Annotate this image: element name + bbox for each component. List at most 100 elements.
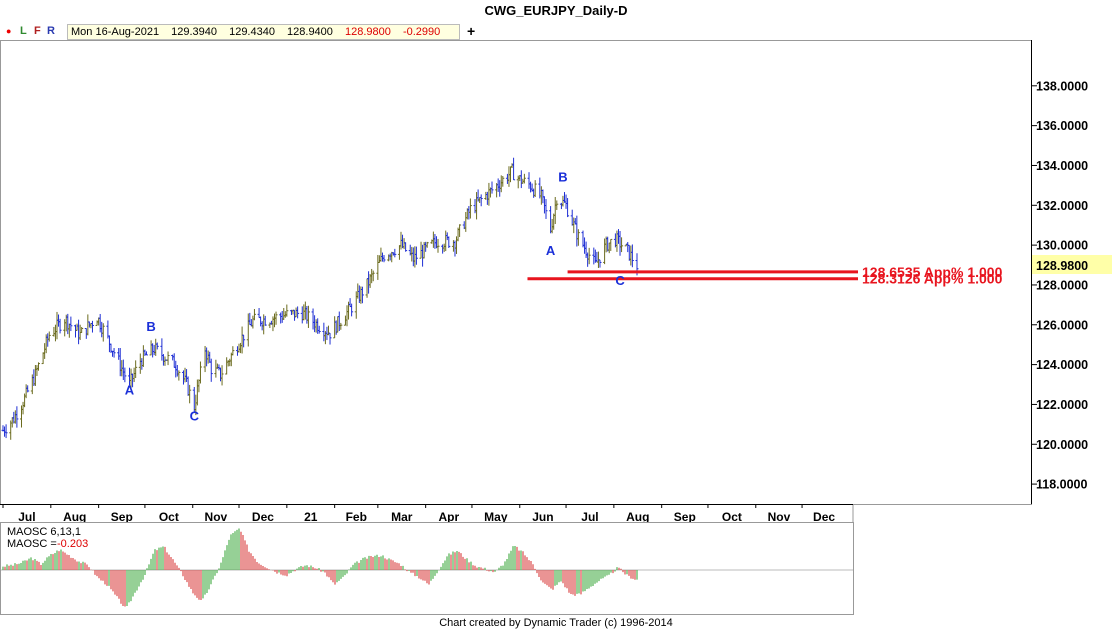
price-bar [598, 259, 602, 268]
price-bar [490, 181, 494, 194]
price-bar [555, 200, 559, 210]
price-bar [328, 332, 332, 345]
price-bar [26, 385, 30, 393]
oscillator-title: MAOSC 6,13,1 [7, 526, 81, 538]
price-bar [501, 175, 505, 187]
y-tick-label: 136.0000 [1036, 119, 1088, 133]
price-bar [144, 351, 148, 356]
x-tick-label: Aug [626, 510, 649, 524]
wave-label: B [146, 319, 155, 334]
price-bar [90, 320, 94, 333]
price-bar [263, 315, 267, 326]
quote-close: 128.9800 [344, 26, 391, 38]
price-bar [339, 322, 343, 330]
x-tick-label: Dec [813, 510, 835, 524]
price-bar [447, 236, 451, 248]
status-dot-icon[interactable]: ● [6, 26, 12, 36]
quote-change: -0.2990 [402, 26, 441, 38]
price-bar [231, 346, 235, 356]
price-bar [285, 304, 289, 317]
y-tick-label: 130.0000 [1036, 239, 1088, 253]
x-tick-label: Aug [63, 510, 86, 524]
wave-label: C [615, 273, 625, 288]
x-tick-label: Mar [391, 510, 413, 524]
price-bar [458, 224, 462, 237]
footer-credit: Chart created by Dynamic Trader (c) 1996… [439, 617, 673, 629]
price-bar [69, 316, 73, 332]
oscillator-value: -0.203 [57, 538, 88, 550]
price-bar [296, 306, 300, 319]
quote-readout: Mon 16-Aug-2021 129.3940 129.4340 128.94… [67, 24, 460, 40]
price-bar [80, 326, 84, 333]
price-bar [155, 342, 159, 350]
x-tick-label: Dec [252, 510, 274, 524]
price-bar [544, 199, 548, 219]
price-bar [425, 241, 429, 248]
toolbar: ● L F R Mon 16-Aug-2021 129.3940 129.434… [0, 23, 1112, 40]
price-bar [350, 303, 354, 317]
oscillator-panel [0, 522, 854, 615]
x-tick-label: Nov [205, 510, 228, 524]
price-bar [512, 157, 516, 181]
projection-label: 128.6535 App% 1.000 [862, 264, 1003, 280]
y-tick-label: 134.0000 [1036, 159, 1088, 173]
wave-label: A [125, 382, 135, 397]
price-bar [620, 237, 624, 253]
x-tick-label: Oct [159, 510, 179, 524]
price-bar [609, 238, 613, 251]
y-tick-label: 132.0000 [1036, 199, 1088, 213]
price-bar [317, 325, 321, 334]
chart-title: CWG_EURJPY_Daily-D [484, 3, 628, 18]
x-tick-label: Oct [722, 510, 742, 524]
price-bar [112, 348, 116, 358]
fib-tool-button[interactable]: F [34, 25, 41, 37]
oscillator-value-label: MAOSC = [7, 538, 57, 550]
quote-date: Mon 16-Aug-2021 [71, 26, 160, 38]
price-bar [47, 331, 51, 342]
price-bar [533, 180, 537, 197]
price-bar [274, 311, 278, 325]
y-tick-label: 138.0000 [1036, 79, 1088, 93]
price-bar [220, 365, 224, 386]
projection-label: 128.3126 App% 1.000 [862, 271, 1003, 287]
last-price-box [1032, 255, 1112, 274]
wave-label: C [190, 408, 200, 423]
wave-label: B [558, 169, 567, 184]
x-tick-label: May [484, 510, 508, 524]
price-bar [393, 248, 397, 258]
price-bar [101, 323, 105, 342]
x-tick-label: Sep [111, 510, 133, 524]
x-tick-label: Feb [346, 510, 367, 524]
price-bar [630, 244, 634, 268]
price-bar [177, 370, 181, 381]
price-bar [123, 367, 127, 383]
price-bar [382, 254, 386, 263]
x-tick-label: Jul [581, 510, 598, 524]
last-price-label: 128.9800 [1036, 259, 1088, 273]
line-tool-button[interactable]: L [20, 25, 27, 37]
price-bar [566, 198, 570, 218]
price-bar [414, 246, 418, 265]
price-bar [468, 198, 472, 219]
price-bar [252, 309, 256, 321]
wave-label: A [546, 243, 556, 258]
price-bar [522, 173, 526, 184]
x-tick-label: Apr [438, 510, 459, 524]
price-bar [587, 247, 591, 265]
quote-high: 129.4340 [229, 26, 275, 38]
y-tick-label: 124.0000 [1036, 358, 1088, 372]
x-tick-label: Jul [18, 510, 35, 524]
price-bar [479, 194, 483, 207]
x-tick-label: Jun [532, 510, 553, 524]
price-bar [188, 384, 192, 404]
x-tick-label: Sep [674, 510, 696, 524]
price-bar [576, 229, 580, 246]
add-icon[interactable]: + [467, 23, 476, 39]
price-bar [360, 286, 364, 304]
price-bar [58, 318, 62, 334]
x-tick-label: Nov [768, 510, 791, 524]
y-tick-label: 120.0000 [1036, 438, 1088, 452]
price-bar [404, 242, 408, 252]
ratio-tool-button[interactable]: R [47, 25, 55, 37]
